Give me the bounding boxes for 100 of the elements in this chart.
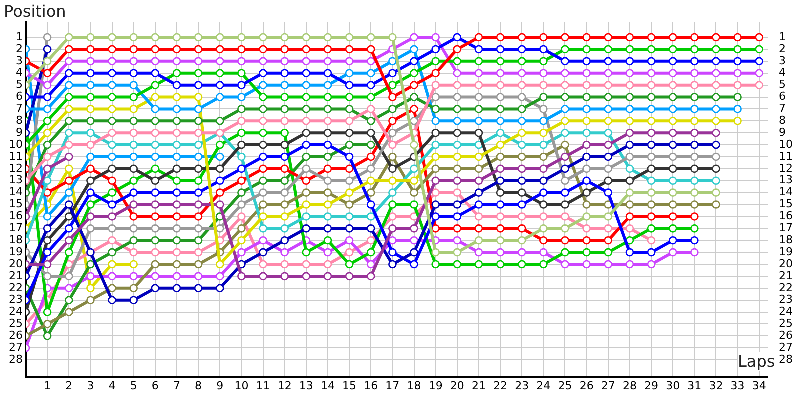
point [86, 284, 95, 293]
point [453, 117, 462, 126]
point [280, 212, 289, 221]
point [453, 188, 462, 197]
y2-tick-label: 15 [779, 198, 794, 211]
point [64, 308, 74, 316]
point [43, 212, 52, 221]
y2-tick-label: 6 [779, 90, 786, 104]
point [540, 69, 548, 78]
point [86, 33, 95, 42]
point [410, 164, 418, 174]
point [604, 93, 613, 102]
point [238, 272, 246, 281]
x-tick-label: 29 [644, 379, 659, 392]
point [432, 128, 440, 138]
y2-tick-label: 2 [779, 42, 786, 56]
point [151, 176, 160, 186]
point [302, 188, 311, 197]
point [172, 128, 182, 138]
point [540, 105, 548, 114]
point [216, 200, 224, 209]
point [712, 105, 720, 114]
point [302, 57, 311, 66]
point [712, 69, 720, 78]
point [668, 93, 678, 102]
point [280, 128, 289, 138]
y2-tick-label: 21 [779, 269, 794, 282]
point [259, 69, 268, 78]
point [324, 117, 332, 126]
point [432, 260, 440, 269]
point [474, 69, 484, 78]
point [712, 93, 720, 102]
point [86, 140, 95, 150]
point [108, 164, 116, 174]
point [216, 284, 224, 293]
point [172, 93, 182, 102]
point [108, 248, 116, 257]
point [151, 188, 160, 197]
point [324, 33, 332, 42]
point [366, 188, 376, 197]
point [64, 140, 74, 150]
point [302, 176, 311, 186]
point [410, 33, 418, 42]
point [324, 164, 332, 174]
point [496, 140, 505, 150]
point [647, 248, 656, 257]
point [690, 57, 699, 66]
y-tick-label: 12 [8, 162, 23, 175]
point [690, 164, 699, 174]
point [647, 117, 656, 126]
point [432, 117, 440, 126]
point [151, 236, 160, 245]
point [64, 284, 74, 293]
point [582, 45, 591, 54]
point [130, 105, 138, 114]
point [626, 212, 634, 221]
point [259, 188, 268, 197]
point [216, 176, 224, 186]
point [540, 81, 548, 90]
point [280, 69, 289, 78]
point [561, 236, 570, 245]
point [647, 128, 656, 138]
point [582, 224, 591, 233]
y-tick-label: 27 [8, 340, 23, 354]
point [151, 224, 160, 233]
point [130, 93, 138, 102]
point [388, 248, 397, 257]
point [302, 69, 311, 78]
point [518, 140, 526, 150]
point [43, 248, 52, 257]
point [366, 152, 376, 162]
point [108, 33, 116, 42]
point [540, 236, 548, 245]
y-tick-label: 10 [8, 138, 23, 151]
point [280, 45, 289, 54]
point [734, 69, 742, 78]
point [432, 188, 440, 197]
point [366, 212, 376, 221]
point [626, 33, 634, 42]
point [238, 176, 246, 186]
y-tick-label: 9 [16, 126, 23, 139]
point [194, 188, 203, 197]
point [388, 152, 397, 162]
point [194, 33, 203, 42]
point [130, 296, 138, 304]
point [647, 93, 656, 102]
point [690, 188, 699, 197]
point [647, 212, 656, 221]
point [259, 164, 268, 174]
point [604, 188, 613, 197]
point [151, 93, 160, 102]
point [324, 140, 332, 150]
point [194, 93, 203, 102]
y-tick-label: 26 [8, 329, 23, 342]
point [345, 176, 354, 186]
point [690, 105, 699, 114]
point [130, 200, 138, 209]
point [64, 128, 74, 138]
point [108, 224, 116, 233]
point [518, 33, 526, 42]
